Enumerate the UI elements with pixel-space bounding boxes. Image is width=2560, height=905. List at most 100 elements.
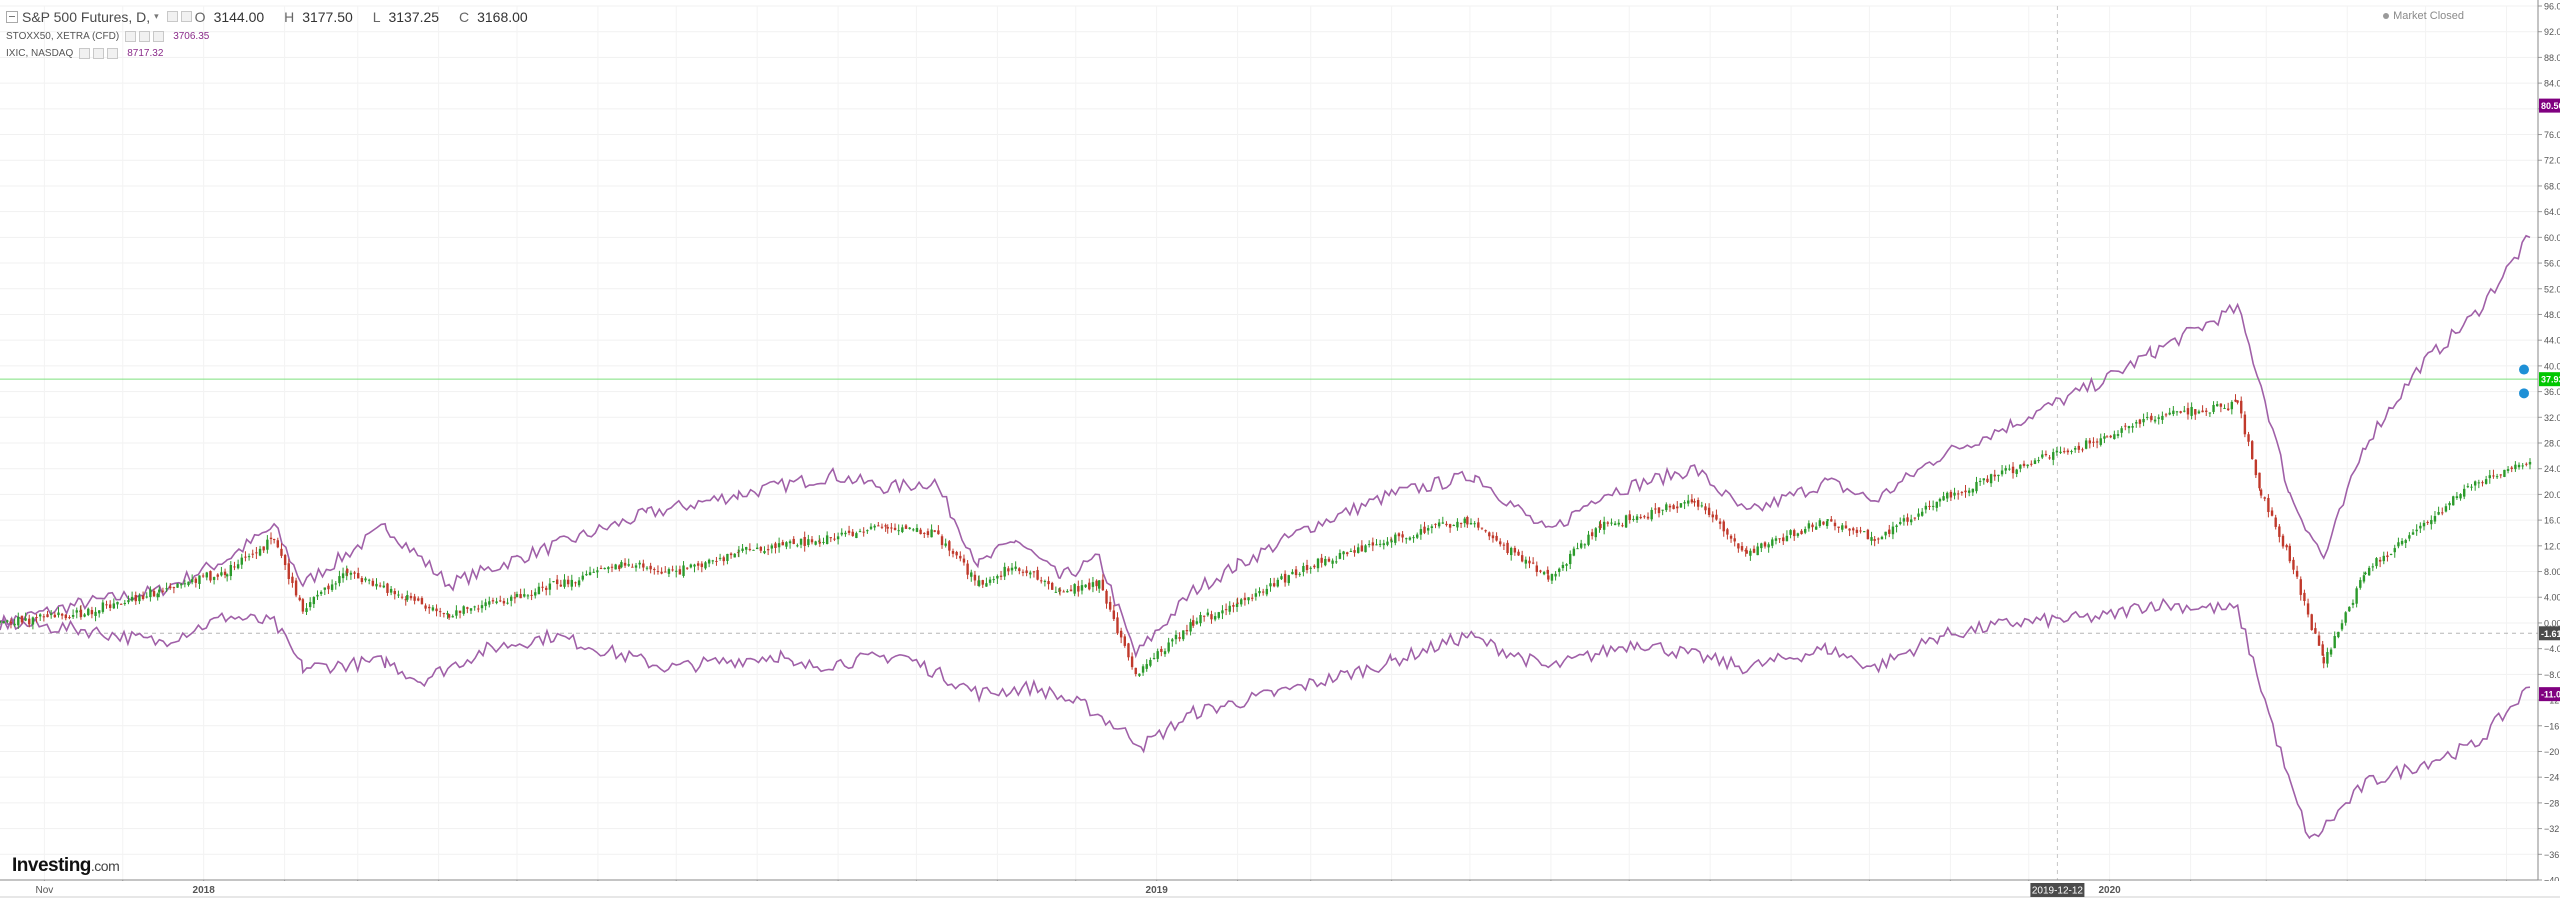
x-tick-label: Nov xyxy=(35,885,53,896)
candle-body xyxy=(1946,492,1949,499)
candle-body xyxy=(2314,628,2317,634)
candle-body xyxy=(169,586,172,589)
candle-body xyxy=(2216,404,2219,407)
candle-body xyxy=(675,570,678,572)
candle-body xyxy=(1247,597,1250,601)
candle-body xyxy=(1014,566,1017,569)
close-icon[interactable] xyxy=(180,11,192,22)
candle-body xyxy=(1488,532,1491,537)
candle-body xyxy=(1043,580,1047,582)
candle-body xyxy=(1528,560,1531,564)
candle-body xyxy=(1394,534,1397,543)
candle-body xyxy=(71,614,75,617)
candle-body xyxy=(1587,534,1590,545)
candle-body xyxy=(588,572,592,576)
candle-body xyxy=(1913,517,1917,519)
x-tick-label: 2018 xyxy=(193,885,216,896)
candle-body xyxy=(1917,513,1920,517)
collapse-icon[interactable] xyxy=(6,10,18,23)
candle-body xyxy=(1025,570,1028,574)
candle-body xyxy=(1643,516,1646,518)
candle-body xyxy=(1895,525,1898,528)
candle-body xyxy=(1448,524,1452,528)
candle-body xyxy=(1276,579,1279,587)
candle-body xyxy=(480,605,484,609)
settings-icon[interactable] xyxy=(93,48,105,59)
candle-body xyxy=(933,530,936,532)
main-symbol-title[interactable]: S&P 500 Futures, D, xyxy=(22,8,151,25)
candle-body xyxy=(1342,551,1345,555)
candle-body xyxy=(1771,539,1774,546)
candle-body xyxy=(98,610,101,614)
close-icon[interactable] xyxy=(107,48,119,59)
candle-body xyxy=(1088,582,1091,590)
candle-body xyxy=(999,575,1003,577)
candle-body xyxy=(2037,459,2040,462)
candle-body xyxy=(1221,610,1224,614)
price-label-bg xyxy=(2539,372,2560,387)
candle-body xyxy=(711,560,714,562)
candle-body xyxy=(707,559,711,564)
candle-body xyxy=(0,621,2,623)
candle-body xyxy=(2095,441,2099,443)
y-tick-label: −24.00% xyxy=(2544,773,2560,783)
candle-body xyxy=(360,578,364,583)
candle-body xyxy=(781,542,784,546)
candle-body xyxy=(2258,472,2261,489)
eye-icon[interactable] xyxy=(125,31,137,42)
candle-body xyxy=(1665,504,1668,511)
close-icon[interactable] xyxy=(153,31,165,42)
candle-body xyxy=(2219,403,2223,407)
candle-body xyxy=(1687,500,1690,504)
candle-body xyxy=(1554,573,1557,577)
candle-body xyxy=(240,557,243,565)
candle-body xyxy=(75,610,78,613)
candle-body xyxy=(2386,555,2389,558)
candle-body xyxy=(1978,480,1982,482)
y-tick-label: 60.00% xyxy=(2544,233,2560,243)
candle-body xyxy=(855,533,858,538)
candle-body xyxy=(649,565,652,570)
compare-symbol-label[interactable]: STOXX50, XETRA (CFD) xyxy=(6,31,120,42)
candle-body xyxy=(477,608,480,610)
candle-body xyxy=(1800,530,1803,535)
settings-icon[interactable] xyxy=(166,11,178,22)
candle-body xyxy=(526,595,530,597)
settings-icon[interactable] xyxy=(139,31,151,42)
candle-body xyxy=(1935,501,1938,508)
candle-body xyxy=(371,580,375,586)
compare-symbol-label[interactable]: IXIC, NASDAQ xyxy=(6,48,74,59)
candle-body xyxy=(2179,411,2182,413)
candle-body xyxy=(357,573,360,579)
candle-body xyxy=(334,583,337,585)
candle-body xyxy=(1105,590,1108,604)
candle-body xyxy=(382,585,386,588)
candle-body xyxy=(1902,518,1906,522)
candle-body xyxy=(244,556,247,558)
candle-body xyxy=(319,591,323,594)
candle-body xyxy=(555,579,559,585)
candle-body xyxy=(378,585,382,587)
candle-body xyxy=(2448,503,2451,506)
eye-icon[interactable] xyxy=(79,48,91,59)
candle-body xyxy=(1261,591,1265,593)
status-dot-icon xyxy=(2383,13,2390,20)
candle-body xyxy=(308,602,312,608)
candle-body xyxy=(1145,664,1148,669)
candle-body xyxy=(64,614,67,619)
candle-body xyxy=(545,587,548,590)
investing-logo: Investing.com xyxy=(12,855,120,877)
candle-body xyxy=(2197,411,2201,414)
candle-body xyxy=(1639,516,1642,519)
candle-body xyxy=(803,536,806,546)
candle-body xyxy=(847,530,851,533)
candle-body xyxy=(2326,652,2329,664)
chevron-down-icon[interactable]: ▾ xyxy=(154,11,159,21)
y-tick-label: −20.00% xyxy=(2544,747,2560,757)
candle-body xyxy=(2503,469,2506,477)
candle-body xyxy=(664,571,667,573)
candle-body xyxy=(1891,526,1895,535)
candle-body xyxy=(2205,410,2208,412)
candle-body xyxy=(2337,631,2340,638)
